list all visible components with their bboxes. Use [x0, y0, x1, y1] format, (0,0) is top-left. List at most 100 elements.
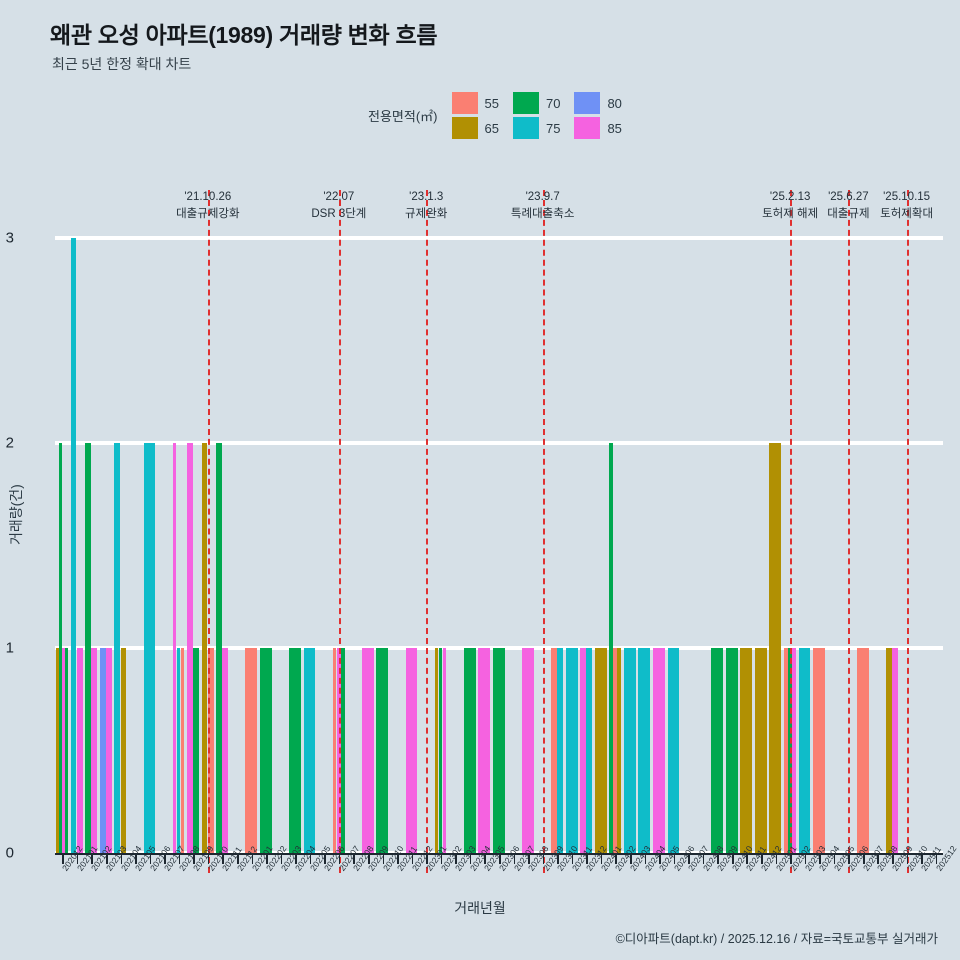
bar-202104-65[interactable] [120, 648, 127, 853]
event-text: 규제완화 [405, 208, 448, 221]
legend-item-85[interactable]: 85 [574, 117, 622, 139]
bar-202012-85[interactable] [62, 648, 65, 853]
bar-202308-85[interactable] [522, 648, 534, 853]
bar-202106-75[interactable] [143, 443, 156, 853]
bar-202507-55[interactable] [856, 648, 869, 853]
bar-202108-75[interactable] [176, 648, 181, 853]
x-tickmark-202411 [746, 855, 749, 864]
bar-202401-65[interactable] [594, 648, 607, 853]
bar-202302-85[interactable] [442, 648, 447, 853]
bar-202504-55[interactable] [813, 648, 825, 853]
bar-202409-70[interactable] [711, 648, 724, 853]
x-tickmark-202508 [877, 855, 880, 864]
event-annotation-202301: '23.1.3 규제완화 [405, 189, 447, 224]
bar-202108-55[interactable] [180, 648, 185, 853]
event-text: 대출규제강화 [176, 208, 240, 221]
bar-202101-85[interactable] [76, 648, 83, 853]
bar-202110-65[interactable] [201, 443, 208, 853]
x-tickmark-202412 [761, 855, 763, 864]
bar-202311-75[interactable] [565, 648, 578, 853]
legend-item-80[interactable]: 80 [574, 92, 622, 114]
x-tickmark-202305 [484, 855, 487, 864]
bar-202509-65[interactable] [885, 648, 892, 853]
bar-202104-75[interactable] [114, 443, 121, 853]
bar-202012-70[interactable] [59, 443, 62, 853]
event-line-202502 [790, 190, 793, 873]
y-tick-0: 0 [5, 844, 14, 862]
x-tickmark-202105 [135, 855, 137, 864]
bar-202304-70[interactable] [463, 648, 476, 853]
bar-202404-75[interactable] [638, 648, 651, 853]
bar-202109-70[interactable] [193, 648, 199, 853]
bar-202312-75[interactable] [586, 648, 593, 853]
bar-202012-70[interactable] [65, 648, 68, 853]
bar-202501-65[interactable] [769, 443, 782, 853]
bar-202502-70[interactable] [788, 648, 792, 853]
bar-202110-55[interactable] [207, 648, 214, 853]
event-annotation-202502: '25.2.13 토허제 해제 [762, 189, 818, 224]
bar-202402-70[interactable] [609, 443, 614, 853]
bar-202406-75[interactable] [667, 648, 680, 853]
bar-202509-85[interactable] [892, 648, 898, 853]
bar-202202-70[interactable] [259, 648, 272, 853]
bar-202207-85[interactable] [336, 648, 341, 853]
x-tickmark-202402 [615, 855, 618, 864]
bar-202310-55[interactable] [551, 648, 557, 853]
bar-202102-85[interactable] [91, 648, 98, 853]
x-tickmark-202210 [382, 855, 385, 864]
x-tickmark-202506 [848, 855, 850, 864]
bar-202402-65[interactable] [617, 648, 622, 853]
legend-swatch-75-icon [512, 117, 539, 139]
bar-202108-85[interactable] [172, 443, 177, 853]
bar-202204-70[interactable] [289, 648, 301, 853]
bar-202403-75[interactable] [623, 648, 636, 853]
bar-202402-55[interactable] [613, 648, 618, 853]
x-tickmark-202204 [295, 855, 297, 864]
bar-202410-70[interactable] [725, 648, 738, 853]
bar-202111-85[interactable] [222, 648, 229, 853]
bar-202305-85[interactable] [478, 648, 491, 853]
x-axis-line [55, 853, 943, 855]
bar-202405-85[interactable] [653, 648, 665, 853]
bar-202102-70[interactable] [85, 443, 91, 853]
legend-item-55[interactable]: 55 [451, 92, 499, 114]
legend-item-75[interactable]: 75 [512, 117, 560, 139]
x-tickmark-202207 [338, 855, 341, 864]
x-tickmark-202507 [862, 855, 865, 864]
x-tickmark-202302 [440, 855, 443, 864]
legend-item-65[interactable]: 65 [451, 117, 499, 139]
x-tickmark-202405 [659, 855, 661, 864]
bar-202310-75[interactable] [557, 648, 563, 853]
bar-202109-85[interactable] [187, 443, 193, 853]
bar-202210-70[interactable] [376, 648, 389, 853]
legend-swatch-80-icon [574, 92, 601, 114]
legend-item-70[interactable]: 70 [512, 92, 560, 114]
event-date: '22.07 [323, 191, 355, 203]
bar-202411-65[interactable] [740, 648, 753, 853]
bar-202012-65[interactable] [56, 648, 59, 853]
bar-202302-65[interactable] [434, 648, 439, 853]
x-tickmark-202509 [892, 855, 894, 864]
bar-202201-55[interactable] [245, 648, 258, 853]
bar-202207-55[interactable] [332, 648, 337, 853]
event-text: 토허제 해제 [762, 208, 819, 221]
bar-202306-70[interactable] [492, 648, 505, 853]
bar-202503-75[interactable] [798, 648, 811, 853]
x-tickmark-202103 [105, 855, 108, 864]
bar-202412-65[interactable] [754, 648, 767, 853]
bar-202212-85[interactable] [405, 648, 418, 853]
x-tickmark-202409 [717, 855, 719, 864]
event-annotation-202506: '25.6.27 대출규제 [827, 189, 869, 224]
bar-202302-70[interactable] [438, 648, 443, 853]
bar-202207-70[interactable] [340, 648, 345, 853]
bar-202502-85[interactable] [792, 648, 796, 853]
bar-202103-85[interactable] [105, 648, 112, 853]
bar-202103-80[interactable] [99, 648, 106, 853]
bar-202502-55[interactable] [784, 648, 788, 853]
bar-202111-70[interactable] [216, 443, 222, 853]
page-subtitle: 최근 5년 한정 확대 차트 [52, 56, 192, 72]
bar-202205-75[interactable] [303, 648, 316, 853]
bar-202101-75[interactable] [70, 238, 77, 853]
bar-202312-85[interactable] [580, 648, 586, 853]
bar-202209-85[interactable] [361, 648, 374, 853]
